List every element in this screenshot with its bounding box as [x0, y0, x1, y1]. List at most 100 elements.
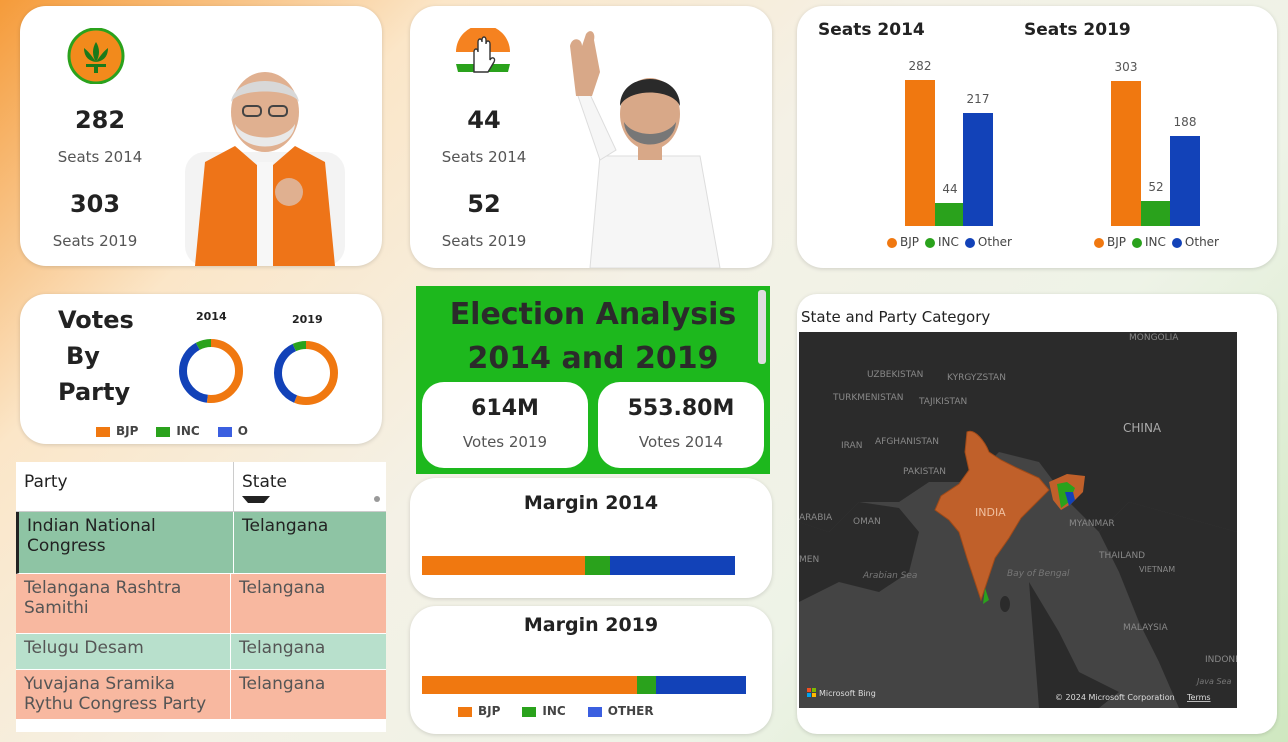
donuts-svg — [179, 339, 338, 405]
map-label-uzbekistan: UZBEKISTAN — [867, 370, 923, 380]
legend-other: Other — [1171, 235, 1219, 249]
bar-2019-other — [1170, 136, 1200, 226]
bjp-card: 282 Seats 2014 303 Seats 2019 — [20, 6, 382, 266]
legend-inc: INC — [1132, 235, 1166, 249]
donut2014-inc — [179, 339, 243, 403]
bjp-seats-2014: 282 — [74, 106, 126, 134]
legend-inc: INC — [925, 235, 959, 249]
seats-2019-legend: BJP INC Other — [1094, 235, 1219, 249]
inc-card: 44 Seats 2014 52 Seats 2019 — [410, 6, 772, 268]
cell-state: Telangana — [233, 512, 375, 573]
legend-inc: INC — [156, 424, 200, 438]
margin-2019-card: Margin 2019 BJP INC OTHER — [410, 606, 772, 734]
label-2014-other: 217 — [967, 92, 990, 106]
legend-bjp: BJP — [1094, 235, 1126, 249]
margin-2014-other — [610, 556, 735, 575]
india-shape[interactable] — [934, 430, 1050, 602]
table-row[interactable]: Yuvajana Sramika Rythu Congress Party Te… — [16, 670, 386, 720]
legend-other: Other — [964, 235, 1012, 249]
rahul-portrait-image — [570, 31, 721, 268]
cell-state: Telangana — [230, 574, 372, 633]
cell-party: Telugu Desam — [24, 638, 144, 658]
donut2019-inc — [274, 341, 338, 405]
legend-bjp: BJP — [458, 704, 500, 718]
cell-state: Telangana — [230, 634, 372, 669]
col-party-header[interactable]: Party — [16, 462, 234, 511]
seats-2019-title: Seats 2019 — [1024, 20, 1131, 40]
map-canvas[interactable]: MONGOLIA UZBEKISTAN KYRGYZSTAN TURKMENIS… — [799, 332, 1237, 708]
legend-bjp: BJP — [887, 235, 919, 249]
map-terms-link[interactable]: Terms — [1186, 693, 1211, 702]
inc-seats-2014-label: Seats 2014 — [441, 148, 527, 166]
legend-other: OTHER — [587, 704, 654, 718]
table-scrollbar[interactable] — [374, 496, 380, 502]
votes-2019-label: Votes 2019 — [462, 433, 548, 451]
seats-bars-svg: 282 44 217 303 52 188 — [905, 59, 1200, 226]
inc-seats-2019: 52 — [467, 190, 501, 218]
votes-title-line3: Party — [58, 378, 131, 406]
votes-title-line1: Votes — [58, 306, 134, 334]
map-label-thailand: THAILAND — [1098, 551, 1145, 561]
map-label-afghanistan: AFGHANISTAN — [875, 437, 939, 447]
votes-title-line2: By — [66, 342, 100, 370]
margin-2019-inc — [637, 676, 656, 694]
bar-2014-bjp — [905, 80, 935, 226]
election-analysis-panel: Election Analysis 2014 and 2019 614M Vot… — [416, 286, 770, 474]
map-label-mongolia: MONGOLIA — [1129, 333, 1179, 343]
margin-2019-other — [656, 676, 746, 694]
modi-portrait-image — [185, 72, 345, 266]
hero-scrollbar[interactable] — [758, 290, 766, 364]
votes-2019-value: 614M — [471, 396, 539, 421]
map-label-china: CHINA — [1123, 421, 1162, 435]
table-header: Party State — [16, 462, 386, 512]
map-label-tajikistan: TAJIKISTAN — [918, 397, 967, 407]
map-label-malaysia: MALAYSIA — [1123, 623, 1168, 633]
map-label-oman: OMAN — [853, 517, 881, 527]
col-state-header[interactable]: State — [234, 462, 374, 511]
map-label-india: INDIA — [975, 506, 1006, 519]
table-row[interactable]: Telugu Desam Telangana — [16, 634, 386, 670]
cell-state: Telangana — [230, 670, 372, 719]
hero-title-line2: 2014 and 2019 — [467, 341, 719, 376]
bjp-lotus-logo-icon — [67, 28, 125, 84]
seats-chart-card: Seats 2014 Seats 2019 282 44 217 303 52 … — [797, 6, 1277, 268]
inc-seats-2014: 44 — [467, 106, 501, 134]
cell-party: Yuvajana Sramika Rythu Congress Party — [24, 674, 207, 714]
table-row[interactable]: Telangana Rashtra Samithi Telangana — [16, 574, 386, 634]
map-copyright: © 2024 Microsoft Corporation — [1055, 693, 1175, 702]
margin-2019-bar — [422, 676, 746, 694]
map-label-indone: INDONE — [1205, 655, 1237, 665]
label-2019-other: 188 — [1174, 115, 1197, 129]
sort-desc-icon[interactable] — [242, 496, 270, 523]
margin-2014-inc — [585, 556, 610, 575]
bar-2014-other — [963, 113, 993, 226]
map-label-vietnam: VIETNAM — [1139, 565, 1175, 574]
votes-2014-value: 553.80M — [627, 396, 735, 421]
map-card: State and Party Category MONGOLIA UZBEKI… — [797, 294, 1277, 734]
map-label-bay-of-bengal: Bay of Bengal — [1007, 569, 1070, 579]
donut2019-other — [274, 341, 338, 405]
map-title: State and Party Category — [801, 308, 991, 326]
votes-2014-pill: 553.80M Votes 2014 — [598, 382, 764, 468]
votes-2019-pill: 614M Votes 2019 — [422, 382, 588, 468]
bjp-seats-2019: 303 — [69, 190, 121, 218]
hero-title-line1: Election Analysis — [449, 297, 737, 332]
map-label-kyrgyzstan: KYRGYZSTAN — [947, 373, 1006, 383]
map-label-arabia: ARABIA — [799, 513, 833, 523]
seats-2014-title: Seats 2014 — [818, 20, 925, 40]
label-2014-inc: 44 — [942, 182, 957, 196]
margin-2014-title: Margin 2014 — [523, 492, 659, 514]
bjp-seats-2019-label: Seats 2019 — [52, 232, 138, 250]
map-label-turkmenistan: TURKMENISTAN — [832, 393, 903, 403]
map-label-pakistan: PAKISTAN — [903, 467, 946, 477]
bar-2014-inc — [935, 203, 965, 226]
donut-year-2014: 2014 — [196, 310, 227, 323]
map-label-men: MEN — [799, 555, 819, 565]
margin-2019-title: Margin 2019 — [523, 614, 659, 636]
map-label-java-sea: Java Sea — [1195, 677, 1231, 686]
table-row[interactable]: Indian National Congress Telangana — [16, 512, 386, 574]
party-state-table[interactable]: Party State Indian National Congress Tel… — [16, 462, 386, 732]
bing-attribution: Microsoft Bing — [819, 689, 876, 698]
votes-legend: BJP INC O — [96, 424, 248, 438]
donut-year-2019: 2019 — [292, 313, 323, 326]
